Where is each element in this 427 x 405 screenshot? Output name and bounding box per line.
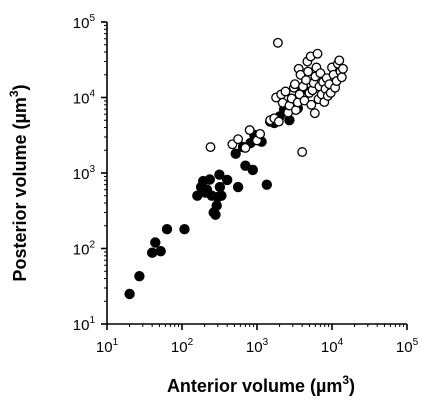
filled-data-point: [211, 200, 222, 211]
y-tick-base: 10: [73, 91, 90, 108]
y-tick-exponent: 1: [89, 315, 95, 326]
filled-data-point: [210, 209, 221, 220]
filled-data-point: [214, 169, 225, 180]
y-axis-label-unit: µm: [10, 97, 30, 123]
x-tick-exponent: 1: [113, 337, 119, 348]
y-tick-exponent: 4: [89, 89, 95, 100]
x-tick-label: 103: [246, 337, 269, 356]
data-points: [124, 37, 348, 300]
filled-data-point: [216, 190, 227, 201]
y-tick-exponent: 5: [89, 13, 95, 24]
x-tick-exponent: 3: [263, 337, 269, 348]
x-tick-label: 105: [396, 337, 419, 356]
open-data-point: [280, 86, 291, 97]
y-tick-label: 101: [73, 315, 96, 334]
y-axis-label-exponent: 3: [7, 90, 21, 97]
y-tick-exponent: 2: [89, 240, 95, 251]
x-tick-base: 10: [396, 339, 413, 356]
x-tick-exponent: 5: [413, 337, 419, 348]
open-data-point: [334, 55, 345, 66]
filled-data-point: [179, 223, 190, 235]
x-axis-ticks: 101 102 103 104 105: [96, 324, 419, 356]
y-tick-label: 102: [73, 240, 96, 259]
y-axis-label: Posterior volume (µm3): [7, 84, 30, 281]
y-tick-exponent: 3: [89, 164, 95, 175]
filled-data-point: [134, 271, 145, 282]
y-tick-base: 10: [73, 242, 90, 259]
filled-data-point: [214, 181, 226, 193]
filled-data-point: [230, 148, 241, 159]
y-tick-label: 103: [73, 164, 96, 183]
filled-data-point: [124, 288, 135, 300]
x-axis-label-prefix: Anterior volume (: [167, 376, 316, 396]
x-tick-label: 101: [96, 337, 119, 356]
filled-data-point: [232, 181, 244, 193]
x-axis-label-suffix: ): [349, 376, 355, 396]
open-data-point: [244, 125, 255, 136]
filled-data-point: [247, 164, 259, 176]
open-data-point: [336, 72, 347, 83]
y-tick-base: 10: [73, 166, 90, 183]
filled-data-point: [150, 237, 161, 248]
open-data-point: [255, 128, 266, 139]
x-tick-base: 10: [321, 339, 338, 356]
filled-data-point: [204, 174, 216, 185]
y-tick-base: 10: [73, 317, 90, 334]
x-axis-label-exponent: 3: [342, 373, 349, 387]
x-tick-exponent: 2: [188, 337, 194, 348]
open-data-point: [233, 134, 244, 145]
open-data-point: [272, 37, 283, 48]
x-tick-label: 102: [171, 337, 194, 356]
open-data-point: [240, 142, 251, 153]
y-axis-label-prefix: Posterior volume (: [10, 124, 30, 282]
open-data-point: [205, 142, 216, 153]
open-data-point: [312, 48, 323, 59]
open-data-point: [289, 79, 300, 90]
x-tick-base: 10: [96, 339, 113, 356]
open-data-point: [303, 66, 314, 77]
open-data-point: [297, 147, 308, 157]
x-tick-exponent: 4: [338, 337, 344, 348]
open-data-point: [273, 116, 284, 127]
y-tick-base: 10: [73, 15, 90, 32]
x-axis-label-unit: µm: [316, 376, 342, 396]
filled-data-point: [155, 245, 166, 257]
filled-data-point: [261, 179, 273, 190]
filled-data-point: [146, 247, 158, 258]
y-tick-label: 104: [73, 89, 96, 108]
open-data-point: [315, 68, 326, 79]
open-data-point: [338, 63, 348, 74]
y-axis-label-suffix: ): [10, 84, 30, 90]
filled-data-point: [161, 223, 173, 235]
axes: [106, 22, 407, 325]
x-tick-base: 10: [171, 339, 188, 356]
filled-data-point: [221, 174, 233, 186]
x-axis-label: Anterior volume (µm3): [167, 373, 355, 396]
open-data-point: [309, 108, 320, 119]
x-tick-label: 104: [321, 337, 344, 356]
y-tick-label: 105: [73, 13, 96, 32]
open-data-point: [306, 99, 317, 110]
x-tick-base: 10: [246, 339, 263, 356]
